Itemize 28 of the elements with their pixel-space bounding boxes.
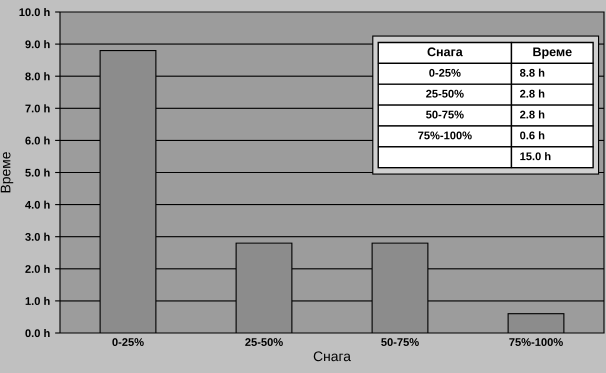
annotation: 15.0 h — [520, 152, 550, 160]
y-tick-label: 2.0 h — [25, 264, 50, 273]
annotation: 8.8 h — [520, 68, 544, 77]
y-tick-label: 10.0 h — [19, 8, 50, 16]
annotation: 2.8 h — [520, 89, 544, 98]
category-label: 25-50% — [426, 90, 464, 98]
text: Време — [0, 152, 14, 192]
annotation: 2.8 h — [520, 110, 544, 119]
y-tick-label: 7.0 h — [25, 104, 50, 112]
y-tick-label: 3.0 h — [25, 232, 50, 241]
y-tick-label: 9.0 h — [25, 40, 50, 48]
y-axis-title: Време — [533, 48, 572, 59]
x-tick-label: 50-75% — [381, 338, 419, 346]
y-tick-label: 8.0 h — [25, 72, 50, 80]
annotation: 0.6 h — [520, 131, 544, 140]
y-tick-label: 5.0 h — [25, 168, 50, 177]
x-tick-label: 25-50% — [245, 338, 283, 346]
category-label: 50-75% — [426, 110, 464, 119]
y-tick-label: 0.0 h — [25, 328, 50, 338]
x-tick-label: 0-25% — [112, 338, 144, 346]
x-tick-label: 75%-100% — [509, 338, 563, 346]
y-tick-label: 4.0 h — [25, 200, 50, 209]
category-label: 75%-100% — [418, 132, 472, 140]
category-label: 0-25% — [429, 68, 461, 77]
x-axis-title: Снага — [428, 47, 463, 56]
text: Снага — [314, 351, 351, 362]
y-tick-label: 1.0 h — [26, 296, 50, 306]
y-tick-label: 6.0 h — [25, 136, 50, 145]
